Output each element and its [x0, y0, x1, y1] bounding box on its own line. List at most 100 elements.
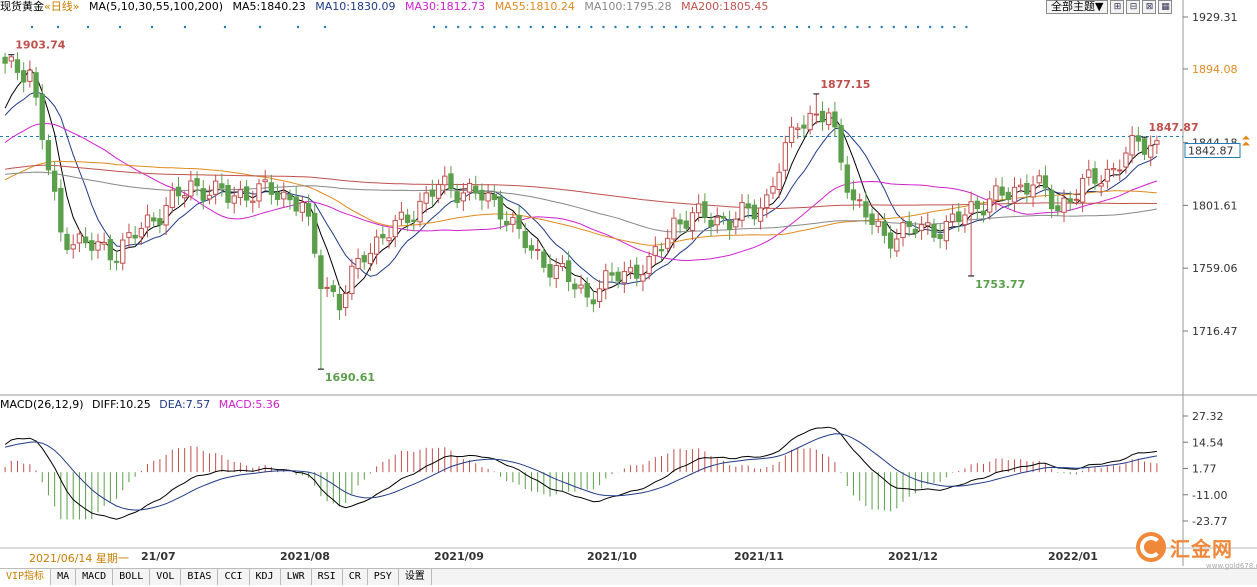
candle-body — [751, 204, 758, 220]
candle-body — [70, 244, 76, 250]
candle-body — [225, 185, 231, 203]
grid-minus-icon[interactable]: ⊟ — [1126, 0, 1141, 14]
event-marker — [844, 25, 847, 29]
event-marker — [614, 25, 617, 29]
candle-body — [764, 194, 770, 209]
candle-body — [262, 179, 268, 183]
tab-psy[interactable]: PSY — [368, 569, 399, 585]
macd-label[interactable]: MACD(26,12,9) — [0, 398, 84, 411]
event-marker — [771, 25, 774, 29]
candle-body — [695, 203, 702, 214]
tab-rsi[interactable]: RSI — [312, 569, 343, 585]
candle-body — [1073, 198, 1080, 201]
tab-cci[interactable]: CCI — [218, 569, 250, 585]
candle-body — [782, 142, 789, 171]
event-marker — [590, 25, 593, 29]
ma-label[interactable]: MA(5,10,30,55,100,200) — [88, 0, 224, 13]
event-marker — [183, 25, 187, 29]
candle-body — [1018, 184, 1024, 188]
tab-ma[interactable]: MA — [51, 569, 77, 585]
candle-body — [671, 217, 677, 240]
candle-body — [95, 241, 101, 251]
tab-vol[interactable]: VOL — [150, 569, 182, 585]
candle-body — [250, 200, 256, 203]
extreme-label: 1847.87 — [1149, 121, 1199, 134]
candle-body — [373, 236, 380, 255]
candle-body — [398, 211, 405, 220]
macd-tick-label: 27.32 — [1192, 410, 1224, 423]
candle-body — [504, 220, 510, 226]
candle-body — [949, 213, 956, 222]
event-marker — [892, 25, 895, 29]
event-marker — [517, 25, 520, 29]
candle-body — [163, 205, 169, 226]
candle-body — [1092, 168, 1098, 184]
candle-body — [733, 218, 739, 228]
event-marker — [795, 25, 799, 29]
logo-icon — [1136, 532, 1166, 562]
tab-kdj[interactable]: KDJ — [250, 569, 281, 585]
candle-body — [646, 255, 652, 274]
logo-text: 汇金网 — [1170, 536, 1233, 561]
x-label: 2021/09 — [434, 550, 484, 563]
event-marker — [820, 25, 823, 29]
tab-macd[interactable]: MACD — [76, 569, 114, 585]
tab-cr[interactable]: CR — [343, 569, 368, 585]
candle-body — [287, 194, 293, 201]
candle-body — [640, 274, 646, 282]
extreme-label: 1753.77 — [975, 278, 1025, 291]
event-marker — [783, 25, 787, 29]
candle-body — [386, 237, 392, 242]
candle-body — [974, 200, 980, 210]
grid-plus-icon[interactable]: ⊞ — [1110, 0, 1125, 14]
event-marker — [553, 25, 557, 29]
logo-url: www.gold678.com — [1206, 562, 1257, 570]
event-marker — [638, 25, 641, 29]
candle-body — [757, 207, 764, 222]
candle-body — [702, 201, 708, 218]
event-marker — [686, 25, 690, 29]
candle-body — [355, 258, 361, 269]
ma55-value: MA55:1810.24 — [494, 0, 575, 13]
candle-body — [51, 170, 58, 192]
logo: 汇金网 www.gold678.com — [1136, 532, 1257, 570]
candle-body — [411, 219, 417, 222]
extreme-label: 1690.61 — [325, 371, 375, 384]
theme-select-button[interactable]: 全部主题▼ — [1046, 0, 1109, 14]
candle-body — [188, 180, 194, 197]
candle-body — [838, 124, 844, 163]
event-marker — [505, 25, 508, 29]
tab-settings[interactable]: 设置 — [399, 569, 432, 585]
candle-body — [541, 251, 547, 268]
candle-body — [336, 293, 343, 311]
event-marker — [747, 25, 750, 29]
candle-body — [175, 186, 182, 197]
candle-body — [151, 217, 157, 222]
candle-body — [417, 200, 423, 223]
grid-full-icon[interactable]: ▦ — [1158, 0, 1173, 14]
candle-body — [559, 263, 566, 268]
x-label: 2021/10 — [587, 550, 637, 563]
candle-body — [931, 223, 937, 238]
event-marker — [578, 25, 581, 29]
period-label[interactable]: «日线» — [44, 0, 80, 13]
candle-body — [1061, 197, 1067, 213]
tab-lwr[interactable]: LWR — [281, 569, 312, 585]
tab-bias[interactable]: BIAS — [181, 569, 219, 585]
candle-body — [126, 232, 132, 238]
event-marker — [723, 25, 726, 29]
tab-boll[interactable]: BOLL — [113, 569, 151, 585]
tab-vip[interactable]: VIP指标 — [0, 569, 52, 585]
event-marker — [469, 25, 472, 29]
candle-body — [120, 239, 126, 264]
grid-fit-icon[interactable]: ⊠ — [1142, 0, 1157, 14]
candle-body — [1005, 191, 1011, 200]
candle-body — [1011, 186, 1018, 203]
diff-line — [4, 426, 1157, 520]
candle-body — [708, 219, 714, 227]
candle-body — [1141, 138, 1148, 155]
candle-body — [82, 236, 89, 244]
candle-body — [1042, 175, 1049, 189]
ma5-value: MA5:1840.23 — [232, 0, 306, 13]
